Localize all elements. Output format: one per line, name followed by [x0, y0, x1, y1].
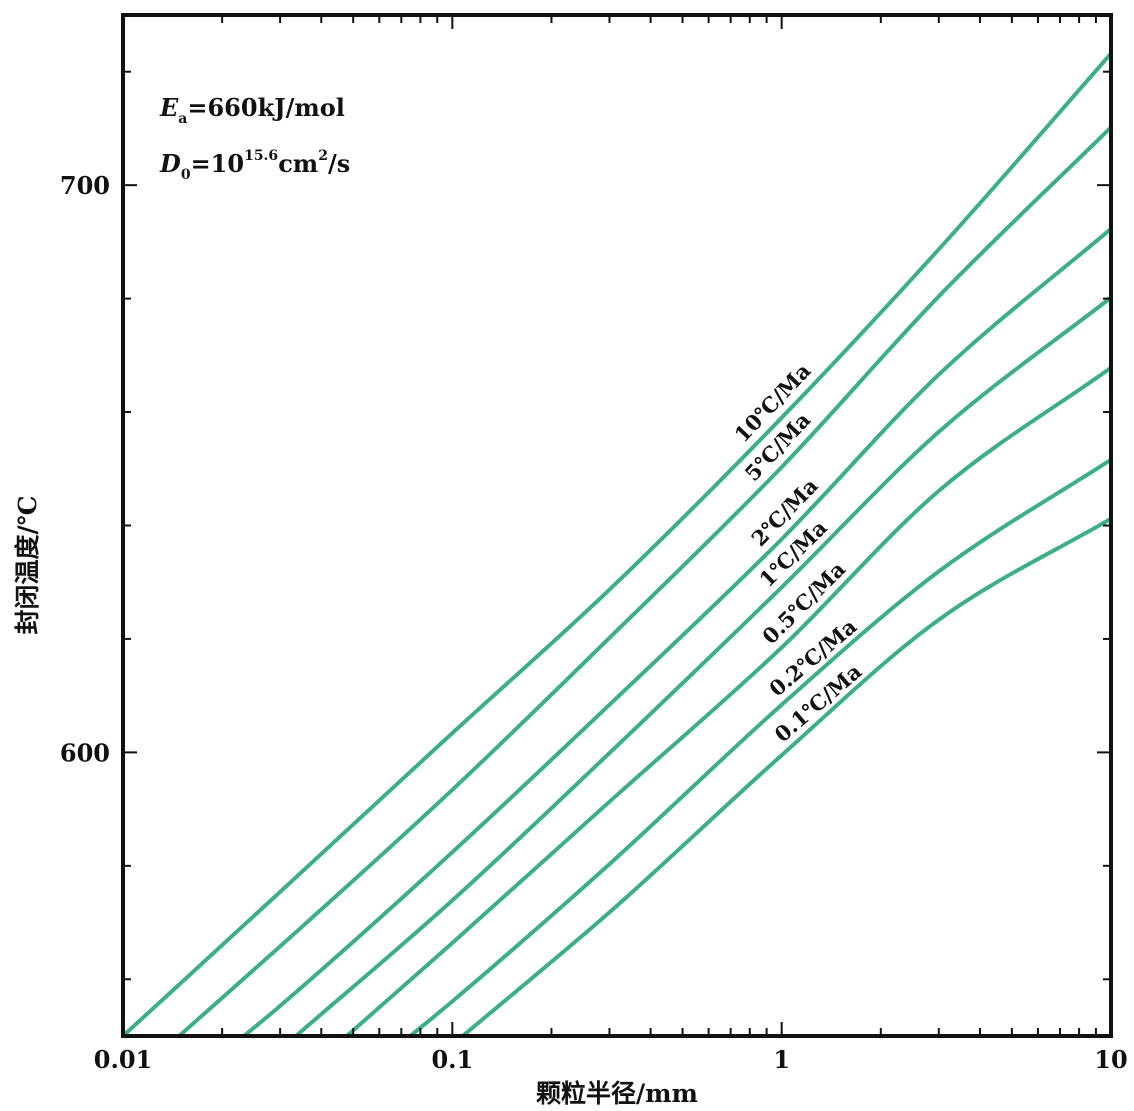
series-line	[408, 457, 1113, 1038]
x-axis-label: 颗粒半径/mm	[536, 1079, 698, 1108]
d0-unit: cm	[278, 149, 318, 178]
x-tick-label: 10	[1094, 1045, 1127, 1074]
series-line	[344, 365, 1113, 1038]
d0-subscript: 0	[181, 167, 191, 183]
d0-unit-exponent: 2	[318, 148, 328, 164]
y-axis-label: 封闭温度/℃	[13, 495, 42, 634]
tick-labels: 0.01 0.1 1 10 600 700	[60, 171, 1128, 1074]
series-line	[293, 295, 1113, 1038]
d0-equals-ten: =10	[191, 149, 245, 178]
series-line	[177, 125, 1113, 1038]
axis-ticks	[122, 15, 1111, 1036]
ea-subscript: a	[178, 111, 187, 127]
series-line	[460, 516, 1113, 1038]
d0-unit-tail: /s	[328, 149, 350, 178]
d0-symbol: D	[159, 149, 181, 178]
d0-exponent: 15.6	[244, 148, 278, 164]
curves	[121, 51, 1113, 1038]
x-tick-label: 1	[773, 1045, 790, 1074]
ea-symbol: E	[159, 93, 179, 122]
series-line	[121, 51, 1113, 1038]
activation-energy-annotation: Ea=660kJ/mol	[159, 93, 345, 127]
plot-frame	[121, 13, 1113, 1038]
y-tick-label: 700	[60, 171, 110, 200]
series-line	[242, 226, 1113, 1038]
diffusion-coefficient-annotation: D0=1015.6cm2/s	[159, 148, 350, 183]
x-tick-label: 0.01	[94, 1045, 152, 1074]
ea-value: =660kJ/mol	[187, 93, 344, 122]
y-tick-label: 600	[60, 738, 110, 767]
x-tick-label: 0.1	[431, 1045, 473, 1074]
